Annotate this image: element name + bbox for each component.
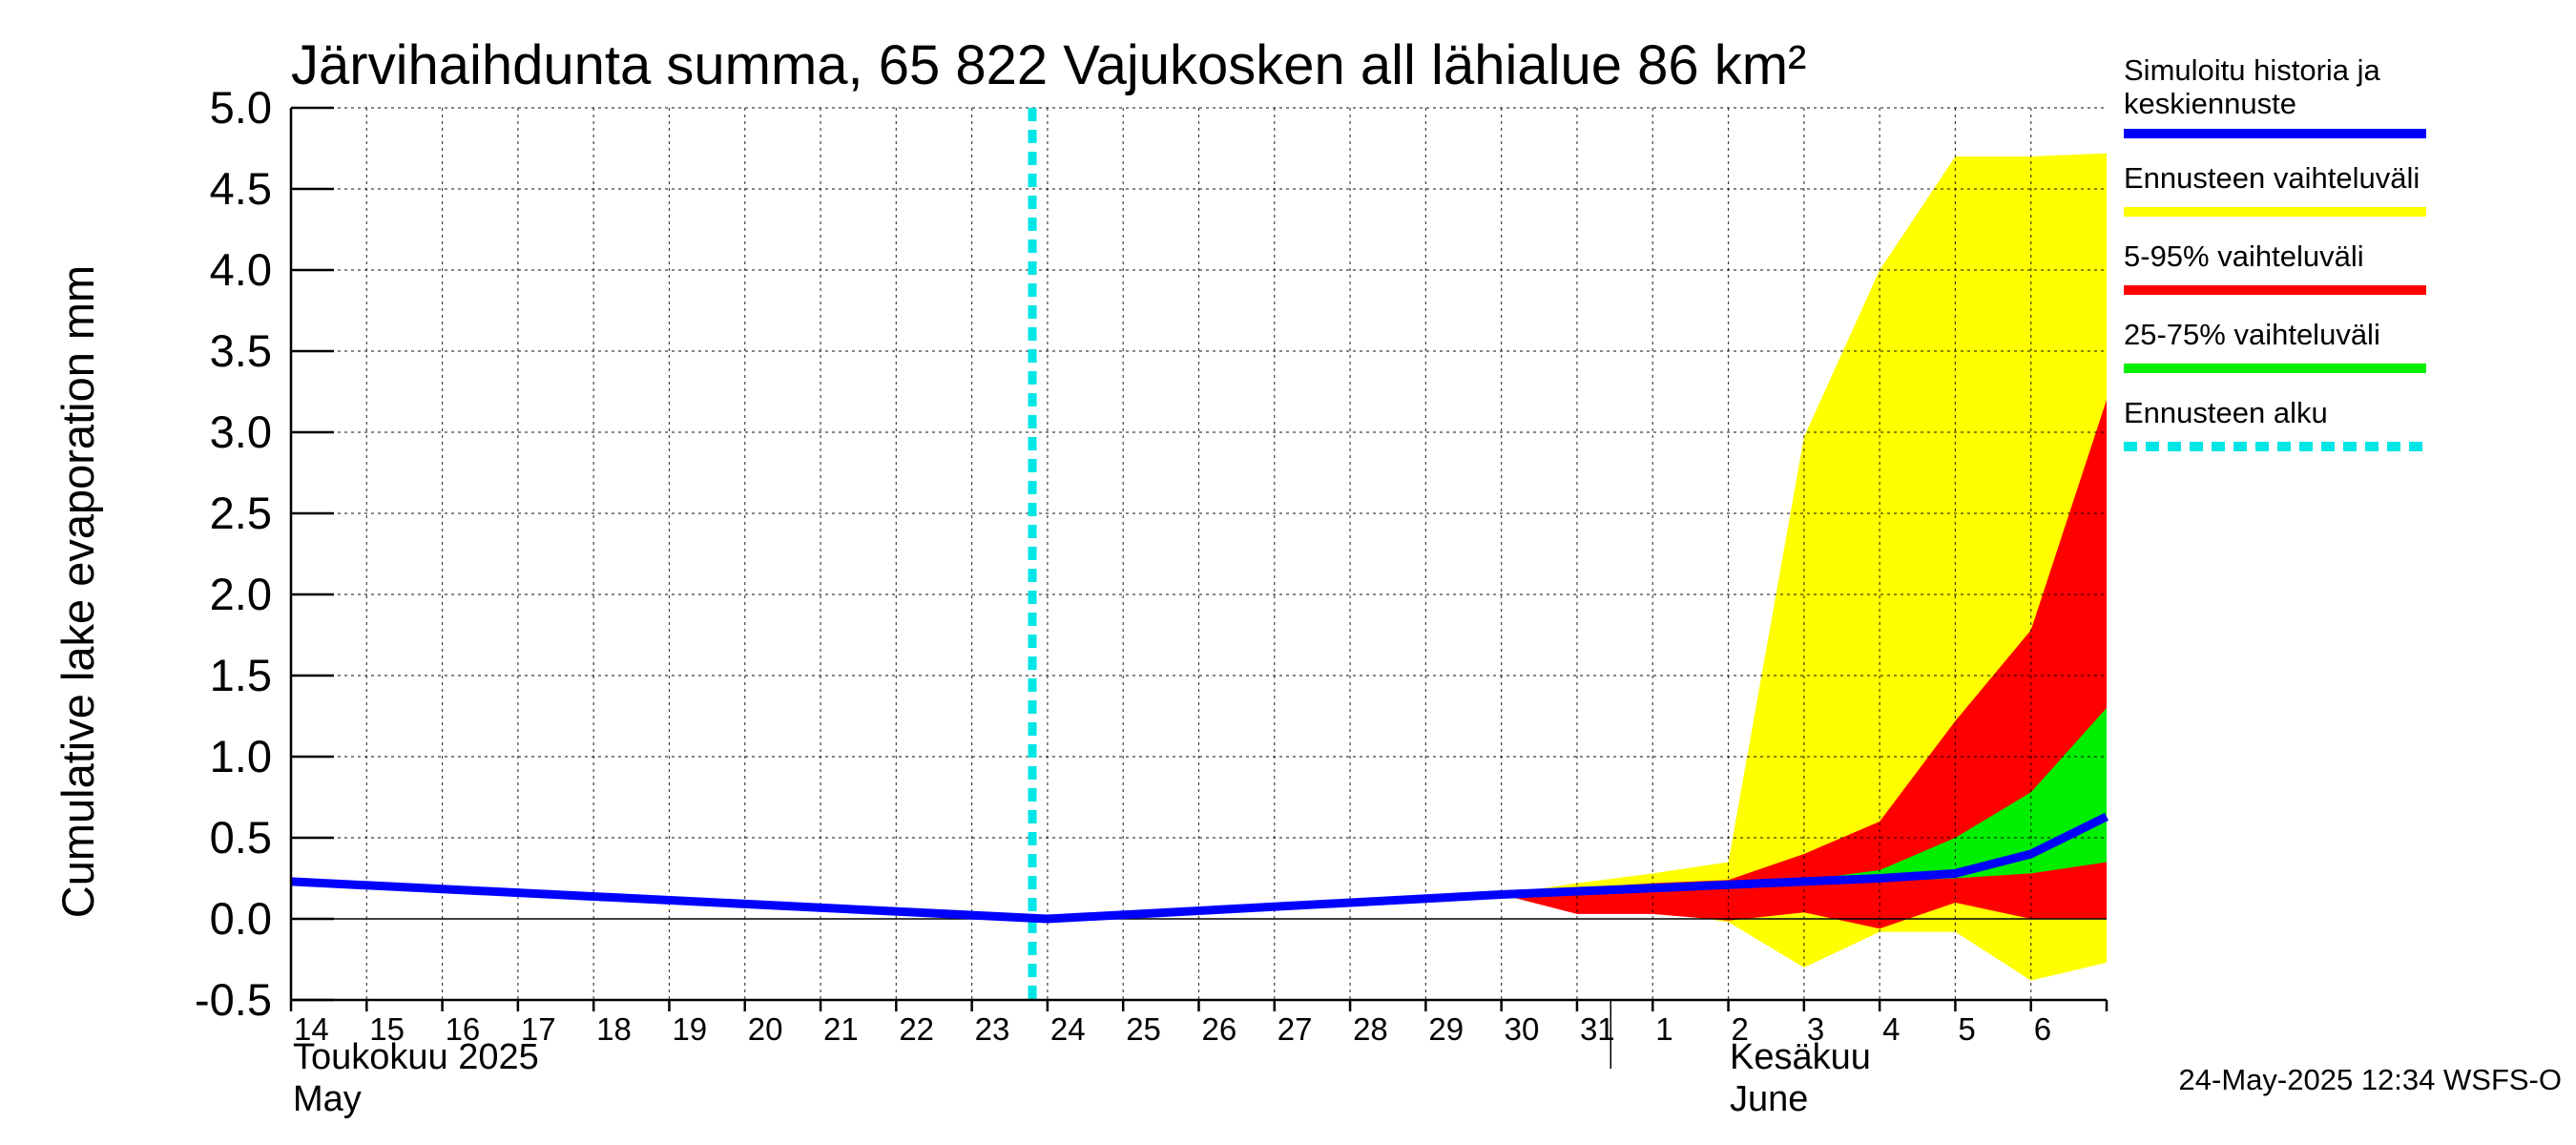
grid-lines: [291, 107, 2107, 1000]
legend-label-4: 25-75% vaihteluväli: [2124, 318, 2380, 351]
x-tick-label: 19: [672, 1011, 707, 1047]
y-tick-label: 4.5: [210, 163, 272, 214]
x-tick-label: 23: [975, 1011, 1010, 1047]
x-tick-label: 28: [1353, 1011, 1388, 1047]
x-tick-label: 30: [1505, 1011, 1540, 1047]
x-tick-label: 5: [1958, 1011, 1975, 1047]
x-tick-label: 29: [1428, 1011, 1464, 1047]
x-tick-label: 2: [1732, 1011, 1749, 1047]
x-tick-label: 24: [1050, 1011, 1086, 1047]
x-tick-label: 3: [1807, 1011, 1824, 1047]
y-tick-label: -0.5: [195, 974, 272, 1025]
x-tick-label: 1: [1655, 1011, 1672, 1047]
y-tick-label: 4.0: [210, 244, 272, 295]
axes: [289, 106, 2109, 1069]
footer-timestamp: 24-May-2025 12:34 WSFS-O: [2179, 1063, 2562, 1096]
x-tick-label: 14: [294, 1011, 329, 1047]
series-lines: [290, 812, 2109, 924]
y-tick-label: 5.0: [210, 82, 272, 133]
y-tick-label: 3.5: [210, 325, 272, 376]
x-tick-label: 20: [748, 1011, 783, 1047]
x-tick-label: 17: [521, 1011, 556, 1047]
x-tick-label: 16: [446, 1011, 481, 1047]
x-tick-label: 31: [1580, 1011, 1615, 1047]
legend-label-3: 5-95% vaihteluväli: [2124, 239, 2364, 273]
x-tick-label: 27: [1278, 1011, 1313, 1047]
y-tick-label: 2.5: [210, 488, 272, 538]
month-label-june-en: June: [1730, 1079, 1808, 1119]
y-tick-label: 2.0: [210, 569, 272, 619]
x-tick-label: 26: [1202, 1011, 1237, 1047]
x-tick-labels: 14 15 16 17 18 19 20 21 22 23 24 25 26 27 28 29 30 31 1 2 3 4…: [294, 1011, 2051, 1047]
band-3: [1728, 708, 2107, 885]
x-tick-label: 21: [823, 1011, 859, 1047]
x-tick-label: 15: [369, 1011, 405, 1047]
legend-label-1-line2: keskiennuste: [2124, 87, 2296, 120]
chart-title: Järvihaihdunta summa, 65 822 Vajukosken …: [291, 34, 1806, 96]
legend-label-2: Ennusteen vaihteluväli: [2124, 161, 2420, 195]
month-label-may-en: May: [293, 1079, 362, 1119]
month-labels: Toukokuu 2025 May Kesäkuu June: [293, 1037, 1871, 1119]
y-tick-label: 3.0: [210, 406, 272, 457]
legend-label-5: Ennusteen alku: [2124, 396, 2328, 429]
x-tick-label: 18: [596, 1011, 632, 1047]
x-tick-label: 4: [1882, 1011, 1900, 1047]
series-line-1: [290, 812, 2109, 924]
y-tick-labels: 5.0 4.5 4.0 3.5 3.0 2.5 2.0 1.5 1.0 0.5 0.0 -0.5: [195, 82, 272, 1025]
y-tick-label: 0.5: [210, 812, 272, 863]
legend-label-1: Simuloitu historia ja: [2124, 53, 2381, 87]
y-tick-label: 0.0: [210, 893, 272, 944]
y-tick-label: 1.0: [210, 731, 272, 781]
y-tick-label: 1.5: [210, 650, 272, 700]
month-label-june-fi: Kesäkuu: [1730, 1037, 1871, 1077]
month-label-may-fi: Toukokuu 2025: [293, 1037, 539, 1077]
x-tick-label: 25: [1126, 1011, 1161, 1047]
x-tick-label: 22: [899, 1011, 934, 1047]
x-tick-label: 6: [2034, 1011, 2051, 1047]
y-axis-label: Cumulative lake evaporation mm: [52, 265, 103, 918]
